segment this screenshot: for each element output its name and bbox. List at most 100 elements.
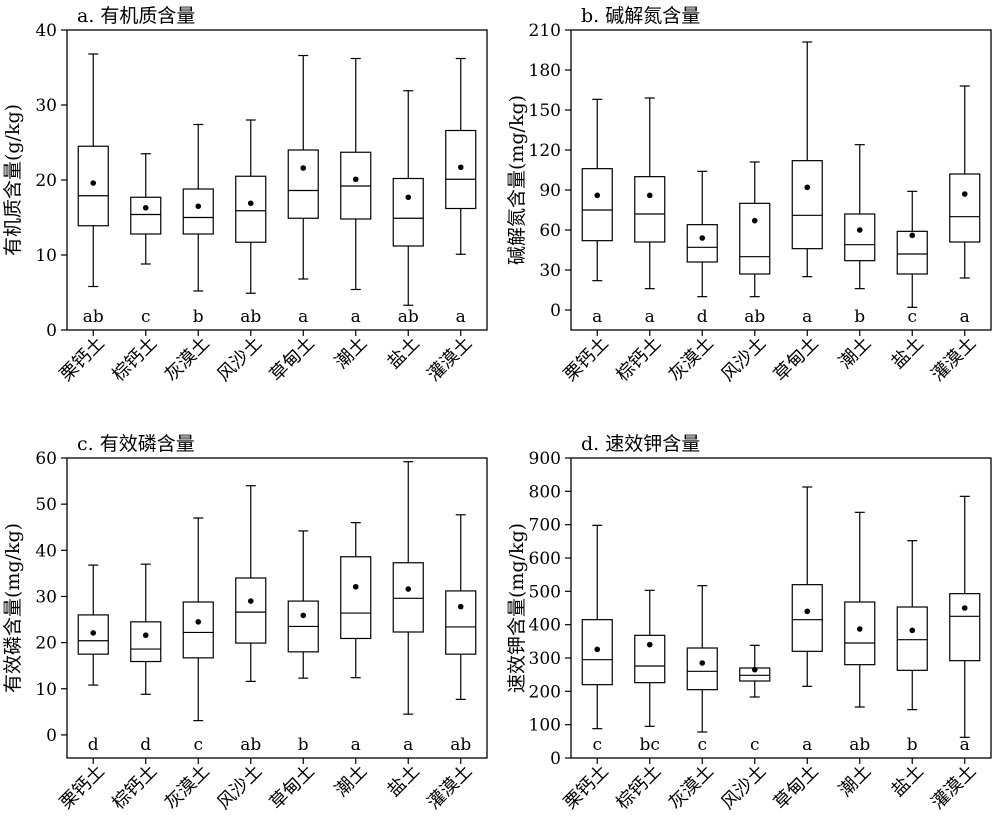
y-tick-label: 50 — [35, 495, 57, 515]
box-4: ab — [235, 485, 267, 755]
mean-point — [457, 603, 464, 610]
box-4: ab — [235, 119, 267, 327]
box-6: a — [340, 522, 372, 755]
significance-letter: a — [802, 307, 812, 327]
category-label: 风沙土 — [213, 761, 266, 814]
category-label: 潮土 — [835, 761, 875, 801]
category-label: 栗钙土 — [56, 333, 109, 386]
category-label: 盐土 — [383, 333, 423, 373]
y-tick-label: 300 — [529, 649, 561, 669]
category-label: 灌漠土 — [927, 333, 980, 386]
significance-letter: ab — [450, 735, 471, 755]
significance-letter: b — [298, 735, 309, 755]
iqr-box — [634, 634, 666, 684]
box-1: c — [581, 524, 613, 755]
significance-letter: b — [907, 735, 918, 755]
mean-point — [856, 626, 863, 632]
iqr-box — [445, 590, 477, 655]
category-label: 灰漠土 — [665, 333, 718, 386]
iqr-box — [182, 188, 214, 235]
box-8: a — [949, 85, 981, 327]
category-label: 潮土 — [835, 333, 875, 373]
significance-letter: bc — [640, 735, 660, 755]
panel-title: d. 速效钾含量 — [581, 433, 700, 455]
box-4: ab — [739, 161, 771, 327]
box-8: a — [949, 495, 981, 755]
mean-point — [699, 660, 706, 666]
mean-point — [646, 641, 653, 648]
category-label: 灌漠土 — [927, 761, 980, 814]
category-label: 盐土 — [887, 333, 927, 373]
box-2: d — [130, 563, 162, 755]
category-label: 风沙土 — [717, 761, 770, 814]
significance-letter: a — [960, 307, 970, 327]
y-tick-label: 500 — [529, 582, 561, 602]
mean-point — [352, 583, 359, 590]
mean-point — [594, 192, 601, 199]
iqr-box — [844, 601, 876, 666]
y-axis-title: 碱解氮含量(mg/kg) — [506, 95, 528, 265]
y-tick-label: 600 — [529, 549, 561, 569]
box-3: c — [182, 517, 214, 755]
box-4: c — [739, 644, 771, 755]
iqr-box — [949, 173, 981, 243]
significance-letter: c — [592, 735, 602, 755]
y-tick-label: 20 — [35, 171, 57, 191]
iqr-box — [634, 176, 666, 243]
significance-letter: ab — [240, 307, 261, 327]
significance-letter: b — [854, 307, 865, 327]
category-label: 灰漠土 — [161, 761, 214, 814]
mean-point — [352, 176, 359, 183]
category-label: 棕钙土 — [108, 761, 161, 814]
iqr-box — [445, 129, 477, 210]
significance-letter: d — [697, 307, 708, 327]
y-tick-label: 150 — [529, 101, 561, 121]
box-1: a — [581, 98, 613, 327]
significance-letter: d — [88, 735, 99, 755]
y-tick-label: 40 — [35, 21, 57, 41]
mean-point — [300, 612, 307, 619]
category-label: 草甸土 — [266, 333, 319, 386]
y-tick-label: 700 — [529, 516, 561, 536]
box-5: a — [287, 54, 319, 327]
y-tick-label: 180 — [529, 61, 561, 81]
mean-point — [751, 217, 758, 224]
box-5: a — [791, 41, 823, 327]
y-tick-label: 20 — [35, 634, 57, 654]
significance-letter: a — [351, 735, 361, 755]
y-tick-label: 210 — [529, 21, 561, 41]
category-label: 盐土 — [887, 761, 927, 801]
y-axis-title: 有效磷含量(mg/kg) — [2, 523, 24, 693]
mean-point — [961, 191, 968, 197]
significance-letter: a — [298, 307, 308, 327]
y-tick-label: 0 — [550, 749, 561, 769]
y-tick-label: 10 — [35, 680, 57, 700]
significance-letter: a — [960, 735, 970, 755]
significance-letter: d — [140, 735, 151, 755]
box-1: ab — [77, 53, 109, 327]
y-tick-label: 10 — [35, 246, 57, 266]
mean-point — [646, 192, 653, 199]
y-tick-label: 60 — [35, 449, 57, 469]
mean-point — [247, 598, 254, 604]
box-2: a — [634, 97, 666, 327]
y-tick-label: 30 — [35, 587, 57, 607]
significance-letter: ab — [849, 735, 870, 755]
category-label: 灰漠土 — [161, 333, 214, 386]
category-label: 栗钙土 — [560, 333, 613, 386]
iqr-box — [896, 606, 928, 671]
panel-title: b. 碱解氮含量 — [581, 5, 700, 27]
iqr-box — [77, 145, 109, 227]
box-5: a — [791, 486, 823, 755]
mean-point — [457, 164, 464, 171]
mean-point — [300, 165, 307, 171]
iqr-box — [581, 619, 613, 686]
y-tick-label: 100 — [529, 716, 561, 736]
y-tick-label: 30 — [539, 261, 561, 281]
y-tick-label: 900 — [529, 449, 561, 469]
mean-point — [804, 184, 811, 191]
y-tick-label: 0 — [550, 301, 561, 321]
y-tick-label: 800 — [529, 482, 561, 502]
